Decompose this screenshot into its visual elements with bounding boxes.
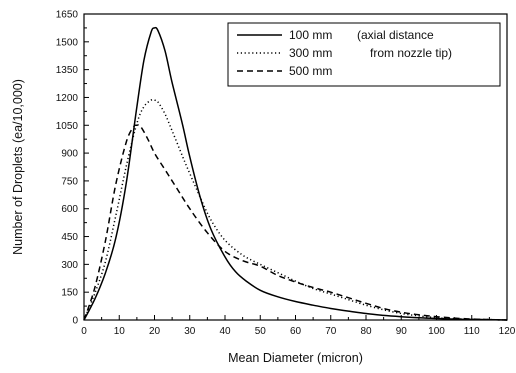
x-axis-title: Mean Diameter (micron) — [228, 351, 363, 365]
y-tick-label: 450 — [61, 232, 78, 243]
x-tick-label: 20 — [149, 326, 161, 337]
y-tick-label: 1200 — [56, 93, 79, 104]
legend-box — [227, 22, 501, 87]
y-tick-label: 1650 — [56, 10, 79, 21]
y-tick-label: 0 — [72, 316, 78, 327]
y-tick-label: 1500 — [56, 37, 79, 48]
x-axis: 0 10 20 30 40 50 60 70 80 90 100 110 120 — [81, 315, 516, 337]
y-tick-label: 300 — [61, 260, 78, 271]
y-tick-label: 900 — [61, 149, 78, 160]
y-axis-title: Number of Droplets (ea/10,000) — [11, 79, 25, 255]
x-tick-label: 30 — [184, 326, 196, 337]
plot-area: 0 10 20 30 40 50 60 70 80 90 100 110 120 0 150 300 450 6… — [56, 10, 516, 338]
y-tick-label: 1050 — [56, 121, 79, 132]
x-tick-label: 60 — [290, 326, 302, 337]
x-tick-label: 10 — [114, 326, 126, 337]
x-tick-label: 70 — [325, 326, 337, 337]
legend-note-line1: (axial distance — [357, 28, 434, 42]
series-line-100mm — [83, 26, 508, 321]
legend-label-100mm: 100 mm — [289, 28, 332, 42]
series-layer — [83, 26, 508, 321]
x-tick-label: 0 — [81, 326, 87, 337]
legend: 100 mm (axial distance 300 mm from nozzl… — [227, 22, 501, 87]
series-line-300mm — [83, 98, 508, 321]
y-tick-label: 750 — [61, 176, 78, 187]
y-tick-label: 1350 — [56, 65, 79, 76]
x-tick-label: 120 — [499, 326, 516, 337]
y-axis: 0 150 300 450 600 750 900 1050 1200 1350 1500 1650 — [56, 10, 89, 327]
legend-label-300mm: 300 mm — [289, 46, 332, 60]
y-tick-label: 600 — [61, 204, 78, 215]
x-tick-label: 50 — [255, 326, 267, 337]
x-tick-label: 80 — [360, 326, 372, 337]
series-line-500mm — [83, 124, 508, 321]
x-tick-label: 100 — [428, 326, 445, 337]
x-tick-label: 110 — [464, 326, 480, 337]
x-tick-label: 40 — [219, 326, 231, 337]
legend-note-line2: from nozzle tip) — [370, 46, 452, 60]
x-tick-label: 90 — [396, 326, 408, 337]
legend-label-500mm: 500 mm — [289, 64, 332, 78]
y-tick-label: 150 — [61, 288, 78, 299]
